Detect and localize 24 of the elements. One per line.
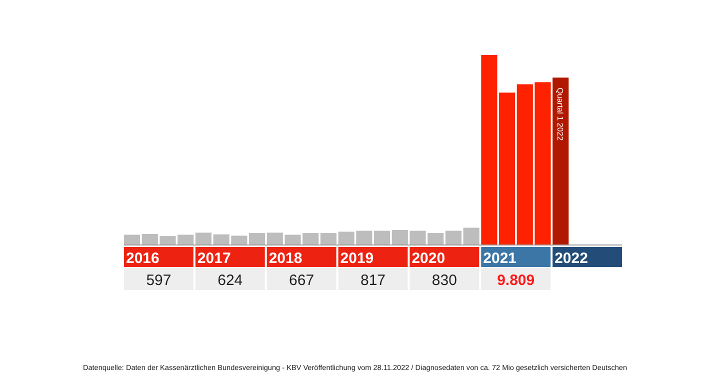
bar [463,228,480,245]
bar [499,92,516,245]
total-cell: 597 [124,268,194,290]
bar [124,234,140,245]
year-label: 2021 [481,247,551,267]
year-label: 2020 [410,247,480,267]
total-cell: 667 [266,268,336,290]
bar [249,233,266,245]
total-cell: 817 [338,268,408,290]
total-cell: 830 [410,268,480,290]
bar [195,232,212,245]
year-label: 2016 [124,247,194,267]
annotation: Quartal 1 2022 [556,88,565,142]
year-label: 2022 [552,247,622,267]
year-label: 2019 [338,247,408,267]
bar [374,230,390,245]
total-cell: 9.809 [481,268,551,290]
year-label: 2018 [266,247,336,267]
total-cell: 624 [195,268,265,290]
bar [552,78,569,245]
bar [445,230,462,245]
bar [320,233,336,245]
bar [481,55,498,245]
year-label: 2017 [195,247,265,267]
